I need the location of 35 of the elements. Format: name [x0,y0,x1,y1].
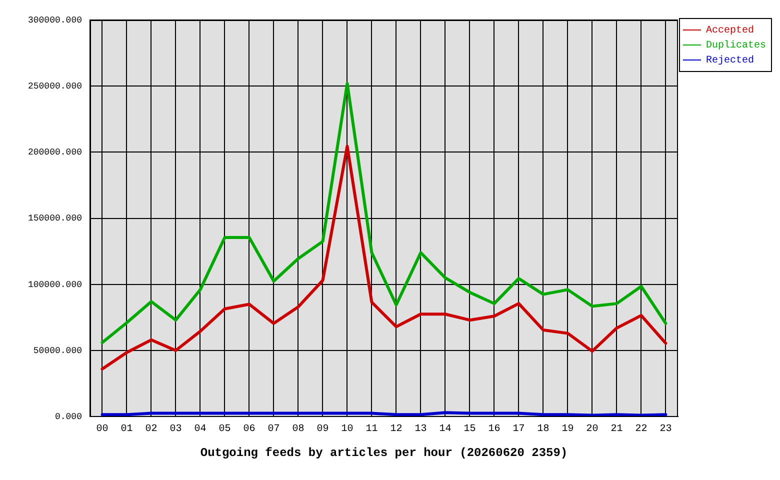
x-tick-label: 03 [170,424,182,436]
x-tick-label: 07 [268,424,280,436]
y-tick-label: 0.000 [54,412,82,422]
x-tick-label: 17 [512,424,525,436]
y-tick-label: 250000.000 [28,81,82,92]
x-tick-label: 01 [120,424,133,436]
x-tick-label: 06 [243,424,256,436]
y-tick-label: 150000.000 [28,214,82,224]
x-tick-label: 11 [366,424,378,436]
x-tick-label: 05 [218,424,231,436]
y-tick-label: 50000.000 [33,346,82,356]
legend-label: Duplicates [706,40,766,52]
x-tick-label: 04 [194,424,206,436]
y-tick-label: 300000.000 [28,15,82,26]
x-tick-label: 09 [316,424,329,436]
x-tick-label: 12 [390,424,402,436]
x-tick-label: 21 [610,424,623,436]
x-tick-label: 15 [464,424,476,436]
x-tick-label: 20 [586,424,598,436]
x-tick-label: 08 [292,424,304,436]
x-tick-label: 19 [562,424,574,436]
legend-label: Rejected [706,54,754,67]
x-tick-label: 10 [341,424,354,436]
text: Outgoing feeds by articles per hour (20260620 2359) [200,446,568,460]
legend-label: Accepted [706,24,754,37]
x-tick-label: 16 [488,424,500,436]
x-tick-label: 18 [537,424,550,436]
x-tick-label: 13 [414,424,427,436]
x-tick-label: 23 [660,424,672,436]
x-tick-label: 00 [96,424,108,436]
x-tick-label: 02 [145,424,158,436]
y-tick-label: 200000.000 [28,148,82,158]
y-tick-label: 100000.000 [28,280,82,290]
x-tick-label: 22 [635,424,648,436]
x-tick-label: 14 [439,424,452,436]
